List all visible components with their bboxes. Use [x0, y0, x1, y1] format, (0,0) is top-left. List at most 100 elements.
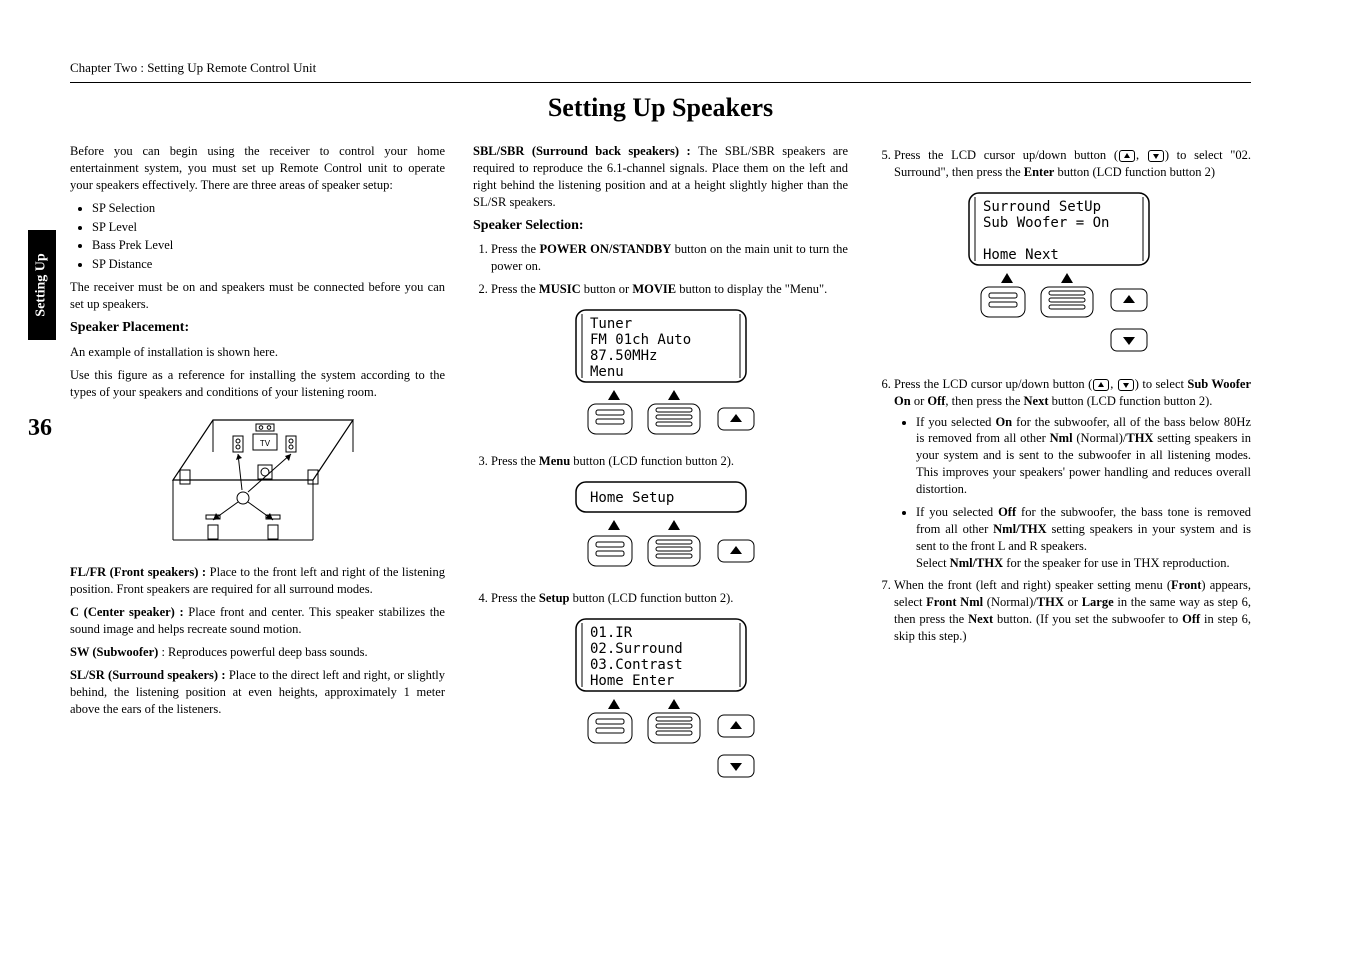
receiver-note: The receiver must be on and speakers mus…	[70, 279, 445, 313]
t: Next	[968, 612, 993, 626]
sw-text: : Reproduces powerful deep bass sounds.	[158, 645, 367, 659]
t: Select	[916, 556, 950, 570]
t: button. (If you set the subwoofer to	[993, 612, 1182, 626]
t: Press the LCD cursor up/down button (	[894, 148, 1118, 162]
lcd-line: 03.Contrast	[590, 657, 683, 673]
t: Press the	[491, 454, 539, 468]
lcd-line: 87.50MHz	[590, 348, 657, 364]
sblsbr-label: SBL/SBR (Surround back speakers) :	[473, 144, 698, 158]
side-tab-text: Setting Up	[34, 253, 50, 316]
t: Off	[1182, 612, 1200, 626]
t: for the speaker for use in THX reproduct…	[1003, 556, 1229, 570]
slsr-label: SL/SR (Surround speakers) :	[70, 668, 229, 682]
placement-heading: Speaker Placement:	[70, 319, 445, 338]
steps-list-cont: Press the Menu button (LCD function butt…	[491, 453, 848, 470]
list-item: SP Selection	[92, 200, 445, 217]
chapter-line: Chapter Two : Setting Up Remote Control …	[70, 60, 1251, 76]
step-4: Press the Setup button (LCD function but…	[491, 590, 848, 607]
t: Press the	[491, 591, 539, 605]
flfr-label: FL/FR (Front speakers) :	[70, 565, 210, 579]
t: (Normal)/	[983, 595, 1037, 609]
lcd-diagram-4: Surround SetUp Sub Woofer = On Home Next	[939, 189, 1189, 364]
steps-list-col3: Press the LCD cursor up/down button (, )…	[894, 147, 1251, 181]
step-2: Press the MUSIC button or MOVIE button t…	[491, 281, 848, 298]
t: Nml/THX	[993, 522, 1046, 536]
t: THX	[1126, 431, 1153, 445]
column-2: SBL/SBR (Surround back speakers) : The S…	[473, 143, 848, 914]
step-1: Press the POWER ON/STANDBY button on the…	[491, 241, 848, 275]
t: Menu	[539, 454, 570, 468]
sblsbr-desc: SBL/SBR (Surround back speakers) : The S…	[473, 143, 848, 211]
intro-text: Before you can begin using the receiver …	[70, 143, 445, 194]
lcd-line: Menu	[590, 364, 624, 380]
t: (Normal)/	[1073, 431, 1127, 445]
lcd-line: Home Next	[983, 247, 1059, 263]
lcd-line: 01.IR	[590, 625, 633, 641]
placement-intro2: Use this figure as a reference for insta…	[70, 367, 445, 401]
lcd-line: FM 01ch Auto	[590, 332, 691, 348]
steps-list-cont2: Press the Setup button (LCD function but…	[491, 590, 848, 607]
lcd-line: Tuner	[590, 316, 632, 332]
t: button (LCD function button 2).	[1049, 394, 1213, 408]
lcd-line: Home Setup	[590, 490, 674, 506]
lcd-line: 02.Surround	[590, 641, 683, 657]
t: button (LCD function button 2)	[1054, 165, 1215, 179]
t: or	[911, 394, 928, 408]
t: On	[995, 415, 1012, 429]
cursor-down-icon	[1148, 150, 1164, 162]
t: Off	[998, 505, 1016, 519]
t: POWER ON/STANDBY	[540, 242, 672, 256]
flfr-desc: FL/FR (Front speakers) : Place to the fr…	[70, 564, 445, 598]
sub-off: If you selected Off for the subwoofer, t…	[916, 504, 1251, 572]
t: THX	[1037, 595, 1064, 609]
list-item: SP Level	[92, 219, 445, 236]
step6-sublist: If you selected On for the subwoofer, al…	[916, 414, 1251, 572]
lcd-line: Sub Woofer = On	[983, 215, 1109, 231]
setup-areas-list: SP Selection SP Level Bass Prek Level SP…	[92, 200, 445, 274]
t: Press the	[491, 242, 540, 256]
t: If you selected	[916, 415, 995, 429]
sub-on: If you selected On for the subwoofer, al…	[916, 414, 1251, 498]
t: Enter	[1024, 165, 1055, 179]
t: Large	[1082, 595, 1114, 609]
t: MUSIC	[539, 282, 581, 296]
t: Off	[927, 394, 945, 408]
t: Setup	[539, 591, 570, 605]
sw-label: SW (Subwoofer)	[70, 645, 158, 659]
lcd-line: Surround SetUp	[983, 199, 1101, 215]
list-item: SP Distance	[92, 256, 445, 273]
c-label: C (Center speaker) :	[70, 605, 188, 619]
t: ) to select	[1135, 377, 1188, 391]
lcd-diagram-2: Home Setup	[546, 478, 776, 578]
columns: Before you can begin using the receiver …	[70, 143, 1251, 914]
column-1: Before you can begin using the receiver …	[70, 143, 445, 914]
step-5: Press the LCD cursor up/down button (, )…	[894, 147, 1251, 181]
sw-desc: SW (Subwoofer) : Reproduces powerful dee…	[70, 644, 445, 661]
step-6: Press the LCD cursor up/down button (, )…	[894, 376, 1251, 572]
t: Press the	[491, 282, 539, 296]
selection-heading: Speaker Selection:	[473, 217, 848, 236]
t: , then press the	[945, 394, 1023, 408]
c-desc: C (Center speaker) : Place front and cen…	[70, 604, 445, 638]
t: button (LCD function button 2).	[570, 591, 734, 605]
t: button (LCD function button 2).	[570, 454, 734, 468]
slsr-desc: SL/SR (Surround speakers) : Place to the…	[70, 667, 445, 718]
step-7: When the front (left and right) speaker …	[894, 577, 1251, 645]
t: Front Nml	[926, 595, 983, 609]
placement-intro1: An example of installation is shown here…	[70, 344, 445, 361]
column-3: Press the LCD cursor up/down button (, )…	[876, 143, 1251, 914]
tv-label: TV	[259, 439, 270, 448]
page-number: 36	[28, 415, 52, 442]
t: button to display the "Menu".	[676, 282, 827, 296]
t: Next	[1024, 394, 1049, 408]
t: Front	[1171, 578, 1201, 592]
steps-list-col3b: Press the LCD cursor up/down button (, )…	[894, 376, 1251, 645]
list-item: Bass Prek Level	[92, 237, 445, 254]
lcd-diagram-1: Tuner FM 01ch Auto 87.50MHz Menu	[546, 306, 776, 441]
cursor-up-icon	[1093, 379, 1109, 391]
cursor-up-icon	[1119, 150, 1135, 162]
cursor-down-icon	[1118, 379, 1134, 391]
t: or	[1064, 595, 1082, 609]
side-tab: Setting Up	[28, 230, 56, 340]
t: Press the LCD cursor up/down button (	[894, 377, 1092, 391]
